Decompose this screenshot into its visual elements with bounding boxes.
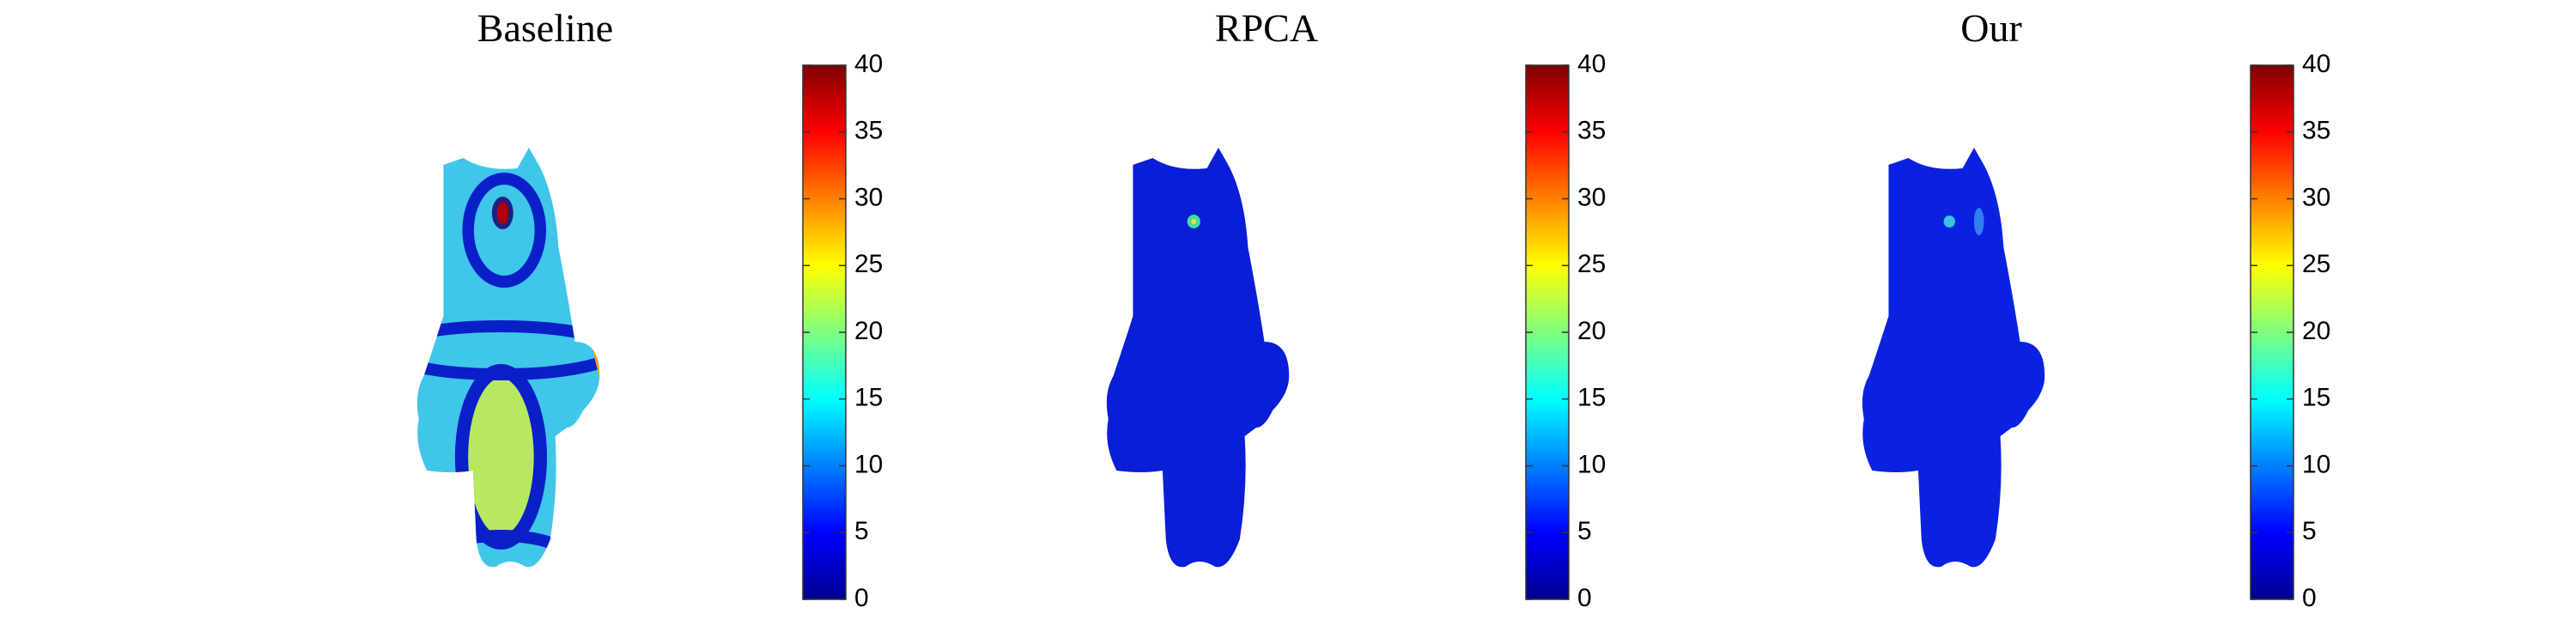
colorbar — [2250, 64, 2294, 600]
tick-label: 20 — [1577, 317, 1606, 345]
tick-label: 25 — [854, 250, 883, 278]
tick-label: 30 — [2302, 183, 2330, 211]
tick-label: 35 — [1577, 117, 1606, 145]
panel-title: RPCA — [1215, 6, 1318, 50]
tick-label: 20 — [854, 317, 883, 345]
tick-label: 10 — [2302, 450, 2330, 478]
tick-label: 30 — [1577, 183, 1606, 211]
tick-label: 25 — [1577, 250, 1606, 278]
tick-label: 0 — [1577, 584, 1592, 612]
tick-label: 5 — [854, 517, 869, 545]
tick-label: 40 — [1577, 50, 1606, 78]
mesh-baseline — [416, 148, 600, 568]
mesh-our — [1862, 148, 2045, 568]
colorbar — [802, 64, 847, 600]
tick-label: 25 — [2302, 250, 2330, 278]
panel-title: Baseline — [477, 6, 613, 50]
mesh-rpca — [1106, 148, 1290, 568]
tick-label: 10 — [1577, 450, 1606, 478]
tick-label: 40 — [2302, 50, 2330, 78]
panel-title: Our — [1960, 6, 2022, 50]
tick-label: 30 — [854, 183, 883, 211]
tick-label: 15 — [1577, 384, 1606, 412]
tick-label: 5 — [2302, 517, 2317, 545]
tick-label: 35 — [854, 117, 883, 145]
tick-label: 10 — [854, 450, 883, 478]
tick-label: 5 — [1577, 517, 1592, 545]
tick-label: 0 — [854, 584, 869, 612]
tick-label: 35 — [2302, 117, 2330, 145]
tick-label: 15 — [2302, 384, 2330, 412]
tick-label: 20 — [2302, 317, 2330, 345]
tick-label: 15 — [854, 384, 883, 412]
tick-label: 40 — [854, 50, 883, 78]
tick-label: 0 — [2302, 584, 2317, 612]
